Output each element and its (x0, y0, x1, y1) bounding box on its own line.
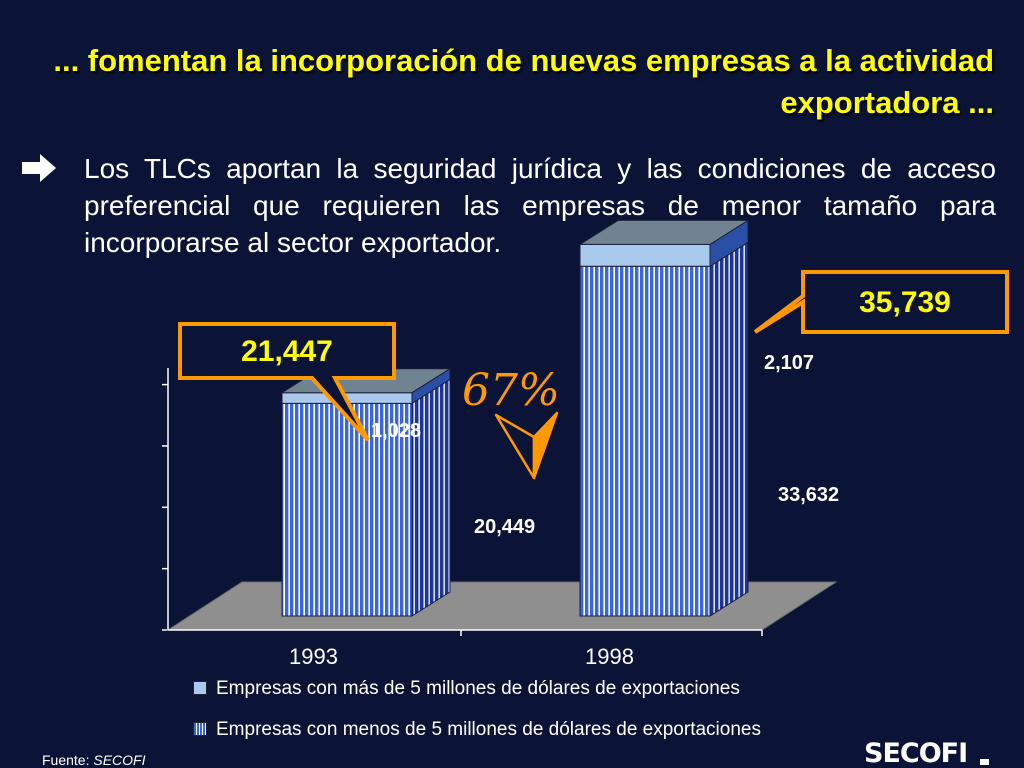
growth-arrow-icon (494, 411, 559, 480)
y-axis-ticks (162, 383, 168, 631)
x-tick-1998: 1998 (585, 644, 634, 669)
bar-top-1998 (578, 219, 750, 245)
slide-title: ... fomentan la incorporación de nuevas … (53, 43, 994, 120)
data-label-1993-small: 20,449 (474, 516, 536, 538)
growth-percentage: 67% (462, 365, 560, 416)
data-label-1993-big: 1,028 (371, 420, 422, 442)
legend-label-big: Empresas con más de 5 millones de dólare… (216, 678, 740, 699)
bar-big-1998 (579, 243, 711, 267)
callout-1993-value: 21,447 (241, 335, 333, 368)
legend-item-small: Empresas con menos de 5 millones de dóla… (193, 719, 761, 741)
legend-swatch-big (193, 681, 207, 695)
legend-item-big: Empresas con más de 5 millones de dólare… (193, 678, 740, 700)
bar-small-1998 (579, 265, 711, 617)
bullet-text: Los TLCs aportan la seguridad jurídica y… (84, 153, 996, 258)
legend-label-small: Empresas con menos de 5 millones de dóla… (216, 719, 761, 740)
x-tick-1993: 1993 (289, 644, 338, 669)
y-axis (162, 368, 169, 631)
source-org: SECOFI (93, 752, 146, 768)
right-arrow-icon (22, 154, 56, 182)
svg-text:SECOFI: SECOFI (864, 738, 967, 768)
source-label: Fuente: (42, 752, 90, 768)
secofi-logo: SECOFI (864, 738, 989, 768)
data-label-1998-small: 33,632 (778, 484, 840, 506)
callout-1998-box (753, 270, 1009, 334)
bar-side-small-1993 (411, 378, 451, 617)
legend-swatch-small (193, 722, 207, 736)
data-label-1998-big: 2,107 (764, 352, 815, 374)
bar-side-small-1998 (709, 241, 749, 617)
callout-1993-box (178, 322, 396, 442)
source-note: Fuente: SECOFI (42, 752, 146, 768)
callout-1998-value: 35,739 (859, 286, 951, 319)
